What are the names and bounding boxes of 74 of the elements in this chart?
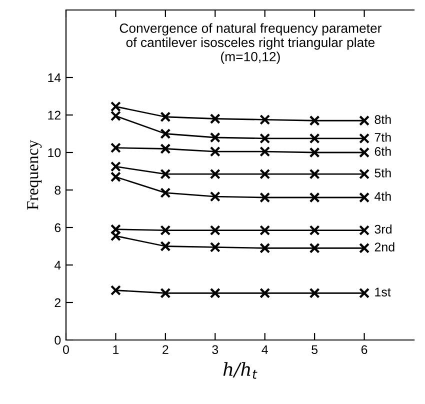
point <box>210 191 220 202</box>
point <box>359 192 370 203</box>
point <box>309 133 320 144</box>
point <box>160 288 171 298</box>
point <box>309 192 320 203</box>
point <box>309 168 320 180</box>
series-label: 5th <box>374 168 391 178</box>
point <box>160 128 171 140</box>
point <box>110 285 121 296</box>
point <box>260 288 270 298</box>
point <box>359 115 370 126</box>
series-label: 8th <box>374 114 391 124</box>
point <box>160 168 171 180</box>
point <box>160 188 171 198</box>
point <box>260 225 270 236</box>
point <box>160 240 171 252</box>
point <box>210 113 220 124</box>
point <box>309 147 320 158</box>
x-tick-label: 3 <box>212 345 218 354</box>
point <box>359 288 370 298</box>
point <box>260 168 270 180</box>
point <box>160 225 171 236</box>
series-label: 2nd <box>374 242 394 252</box>
series-label: 3rd <box>374 224 392 234</box>
point <box>260 146 270 157</box>
y-tick-label: 12 <box>48 110 61 120</box>
point <box>210 146 220 157</box>
y-tick-label: 10 <box>48 148 61 158</box>
point <box>110 101 121 112</box>
series-label: 1st <box>375 288 391 296</box>
point <box>260 114 270 125</box>
series-label: 7th <box>374 132 391 142</box>
point <box>260 192 270 203</box>
series-label: 4th <box>374 192 391 201</box>
x-tick-label: 5 <box>312 345 318 354</box>
y-tick-label: 0 <box>54 336 61 345</box>
point <box>359 133 370 144</box>
point <box>110 110 121 122</box>
point <box>110 142 121 154</box>
point <box>309 115 320 126</box>
point <box>309 242 320 254</box>
x-axis-title: h/h$_{t}$ <box>223 362 258 379</box>
point <box>359 147 370 158</box>
y-tick-label: 2 <box>54 298 61 308</box>
point <box>210 225 220 236</box>
point <box>260 242 270 254</box>
x-tick-label: 1 <box>113 345 119 354</box>
x-tick-label: 6 <box>361 345 368 354</box>
x-tick-label: 4 <box>262 345 268 354</box>
point <box>160 143 171 154</box>
point <box>210 242 220 252</box>
point <box>210 288 220 298</box>
point <box>359 242 370 254</box>
y-axis-title: Frequency <box>27 140 42 210</box>
y-tick-label: 4 <box>54 260 61 270</box>
y-tick-label: 8 <box>54 186 61 195</box>
series-label: 6th <box>374 146 391 156</box>
text: Convergence of natural frequency parameter of cantilever isosceles right triangular plate (m=10,12) <box>120 23 382 64</box>
point <box>359 225 370 236</box>
point <box>110 230 121 242</box>
point <box>160 112 171 122</box>
point <box>309 288 320 298</box>
y-tick-label: 6 <box>54 223 61 232</box>
x-tick-label: 2 <box>162 345 168 354</box>
point <box>359 168 370 180</box>
point <box>110 172 121 182</box>
point <box>210 132 220 143</box>
point <box>309 225 320 236</box>
point <box>110 161 121 172</box>
point <box>110 224 121 235</box>
x-tick-label: 0 <box>63 345 69 354</box>
y-tick-label: 14 <box>48 73 61 82</box>
point <box>210 168 220 180</box>
point <box>260 133 270 144</box>
